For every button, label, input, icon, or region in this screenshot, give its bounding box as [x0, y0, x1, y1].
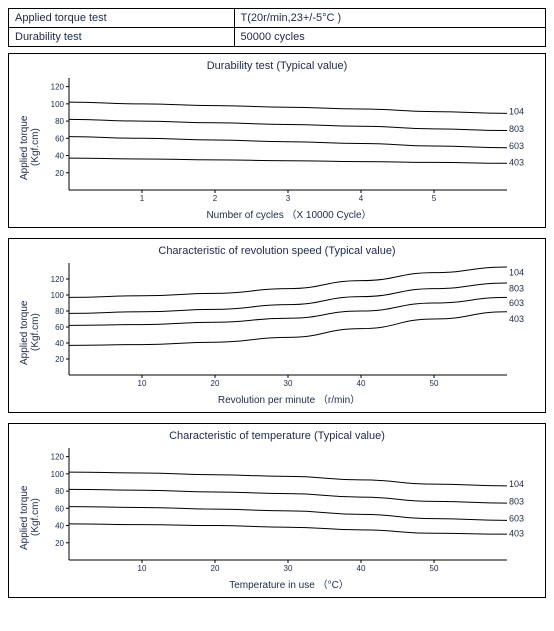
chart-title: Characteristic of revolution speed (Typi…: [17, 245, 537, 257]
svg-text:40: 40: [357, 564, 366, 573]
spec-row: Applied torque test T(20r/min,23+/-5°C ): [9, 9, 546, 28]
chart-plot: 20 40 60 80 100 120 10 20 30 40 50 104 803 603 403: [41, 444, 537, 574]
svg-text:100: 100: [51, 291, 65, 300]
x-axis-label: Temperature in use （°C）: [41, 576, 537, 591]
svg-text:100: 100: [51, 100, 65, 109]
svg-text:803: 803: [509, 124, 524, 134]
chart-title: Characteristic of temperature (Typical v…: [17, 430, 537, 442]
svg-text:60: 60: [55, 134, 64, 143]
chart-plot: 20 40 60 80 100 120 10 20 30 40 50 104 803 603 403: [41, 259, 537, 389]
y-axis-label: Applied torque(Kgf.cm): [17, 74, 41, 221]
spec-label: Durability test: [9, 28, 235, 47]
svg-text:603: 603: [509, 141, 524, 151]
svg-text:20: 20: [55, 539, 64, 548]
svg-text:1: 1: [140, 194, 145, 203]
chart-plot: 20 40 60 80 100 120 1 2 3 4 5 104 803 603 403: [41, 74, 537, 204]
svg-text:403: 403: [509, 157, 524, 167]
svg-text:20: 20: [211, 379, 220, 388]
svg-text:10: 10: [138, 379, 147, 388]
spec-table: Applied torque test T(20r/min,23+/-5°C )…: [8, 8, 546, 47]
svg-text:10: 10: [138, 564, 147, 573]
spec-row: Durability test 50000 cycles: [9, 28, 546, 47]
svg-text:80: 80: [55, 307, 64, 316]
svg-text:803: 803: [509, 284, 524, 294]
svg-text:60: 60: [55, 504, 64, 513]
svg-text:603: 603: [509, 298, 524, 308]
svg-text:40: 40: [55, 522, 64, 531]
chart-durability: Durability test (Typical value) Applied …: [8, 53, 546, 228]
svg-text:80: 80: [55, 117, 64, 126]
svg-text:50: 50: [430, 564, 439, 573]
svg-text:100: 100: [51, 470, 65, 479]
x-axis-label: Revolution per minute （r/min）: [41, 391, 537, 406]
chart-temperature: Characteristic of temperature (Typical v…: [8, 423, 546, 598]
chart-revolution: Characteristic of revolution speed (Typi…: [8, 238, 546, 413]
svg-text:3: 3: [286, 194, 291, 203]
svg-text:40: 40: [357, 379, 366, 388]
svg-text:40: 40: [55, 152, 64, 161]
svg-text:4: 4: [359, 194, 364, 203]
svg-text:2: 2: [213, 194, 218, 203]
svg-text:30: 30: [284, 564, 293, 573]
svg-text:20: 20: [55, 355, 64, 364]
y-axis-label: Applied torque(Kgf.cm): [17, 444, 41, 591]
svg-text:80: 80: [55, 487, 64, 496]
x-axis-label: Number of cycles （X 10000 Cycle）: [41, 206, 537, 221]
svg-text:403: 403: [509, 314, 524, 324]
svg-text:104: 104: [509, 479, 524, 489]
svg-text:50: 50: [430, 379, 439, 388]
svg-text:120: 120: [51, 453, 65, 462]
spec-label: Applied torque test: [9, 9, 235, 28]
svg-text:104: 104: [509, 268, 524, 278]
svg-text:803: 803: [509, 496, 524, 506]
svg-text:5: 5: [432, 194, 437, 203]
svg-text:20: 20: [55, 169, 64, 178]
svg-text:603: 603: [509, 514, 524, 524]
svg-text:20: 20: [211, 564, 220, 573]
svg-text:120: 120: [51, 83, 65, 92]
svg-text:40: 40: [55, 339, 64, 348]
svg-text:60: 60: [55, 323, 64, 332]
chart-title: Durability test (Typical value): [17, 60, 537, 72]
svg-text:120: 120: [51, 275, 65, 284]
svg-text:403: 403: [509, 528, 524, 538]
svg-text:30: 30: [284, 379, 293, 388]
y-axis-label: Applied torque(Kgf.cm): [17, 259, 41, 406]
spec-value: 50000 cycles: [234, 28, 545, 47]
spec-value: T(20r/min,23+/-5°C ): [234, 9, 545, 28]
svg-text:104: 104: [509, 107, 524, 117]
